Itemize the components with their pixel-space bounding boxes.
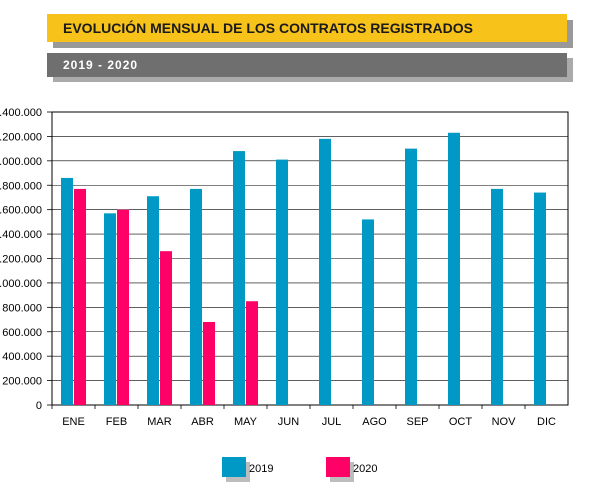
legend-swatch-2019 — [222, 457, 246, 477]
y-tick-label: 0 — [36, 400, 42, 412]
bar-2020-mar — [160, 251, 172, 405]
x-tick-label: ENE — [62, 416, 85, 428]
x-tick-label: DIC — [537, 416, 556, 428]
y-tick-label: 1.800.000 — [0, 180, 42, 192]
x-tick-label: SEP — [406, 416, 428, 428]
y-tick-label: 1.200.000 — [0, 254, 42, 266]
bar-2019-may — [233, 151, 245, 405]
x-tick-label: JUL — [322, 416, 342, 428]
chart-title: EVOLUCIÓN MENSUAL DE LOS CONTRATOS REGIS… — [47, 14, 567, 42]
bar-2019-sep — [405, 148, 417, 405]
y-tick-label: 2.200.000 — [0, 131, 42, 143]
bar-2019-jul — [319, 138, 331, 405]
x-tick-label: OCT — [449, 416, 473, 428]
x-tick-label: AGO — [362, 416, 387, 428]
bar-2020-abr — [203, 321, 215, 405]
y-tick-label: 1.600.000 — [0, 205, 42, 217]
bar-2019-jun — [276, 159, 288, 405]
y-tick-label: 1.000.000 — [0, 278, 42, 290]
bar-2019-abr — [190, 188, 202, 405]
y-tick-label: 2.400.000 — [0, 107, 42, 119]
y-tick-label: 1.400.000 — [0, 229, 42, 241]
legend-label-2019: 2019 — [249, 463, 273, 475]
y-tick-label: 200.000 — [2, 376, 42, 388]
legend-label-2020: 2020 — [353, 463, 377, 475]
y-tick-label: 600.000 — [2, 327, 42, 339]
bar-2020-may — [246, 301, 258, 405]
bar-2019-dic — [534, 192, 546, 405]
x-tick-label: MAY — [234, 416, 258, 428]
y-tick-label: 400.000 — [2, 351, 42, 363]
x-tick-label: ABR — [191, 416, 214, 428]
bar-2019-ene — [61, 177, 73, 405]
bar-2019-ago — [362, 219, 374, 405]
bar-2019-mar — [147, 196, 159, 405]
bar-2019-oct — [448, 132, 460, 406]
x-tick-label: JUN — [278, 416, 299, 428]
bar-2020-feb — [117, 209, 129, 405]
x-tick-label: NOV — [492, 416, 517, 428]
x-tick-label: MAR — [147, 416, 172, 428]
y-tick-label: 2.000.000 — [0, 156, 42, 168]
chart-subtitle: 2019 - 2020 — [47, 53, 567, 77]
bar-2020-ene — [74, 188, 86, 405]
x-tick-label: FEB — [106, 416, 127, 428]
bar-2019-feb — [104, 213, 116, 405]
y-tick-label: 800.000 — [2, 302, 42, 314]
bar-2019-nov — [491, 188, 503, 405]
legend-swatch-2020 — [326, 457, 350, 477]
